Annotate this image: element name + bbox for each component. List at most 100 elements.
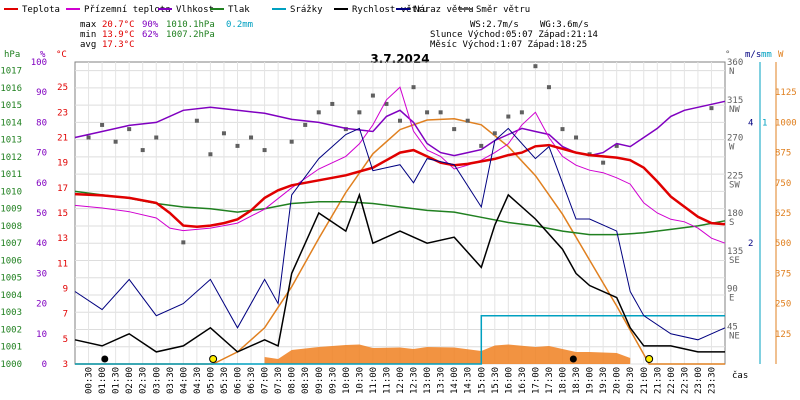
tick-hpa: 1003 (0, 308, 22, 318)
wind-direction-point (452, 127, 457, 132)
wind-direction-point (194, 118, 199, 123)
tick-hpa: 1001 (0, 343, 22, 353)
rain-line (75, 314, 725, 365)
tick-x: 03:30 (166, 367, 176, 394)
tick-x: 07:00 (261, 367, 271, 394)
unit-hpa: hPa (4, 50, 20, 60)
tick-dir-compass: E (729, 294, 734, 304)
plot-area (74, 64, 726, 365)
grid (74, 61, 777, 365)
wind-direction-point (100, 122, 105, 127)
tick-pct: 20 (36, 300, 47, 310)
tick-watts: 250 (775, 300, 791, 310)
sun-info: Slunce Východ:05:07 Západ:21:14 (430, 30, 598, 40)
legend-label: Přízemní teplota (84, 5, 171, 15)
tick-dir: 360 (727, 58, 743, 68)
tick-watts: 375 (775, 269, 791, 279)
tick-temp: 11 (57, 259, 68, 269)
wind-direction-point (519, 110, 524, 115)
tick-hpa: 1012 (0, 153, 22, 163)
wind-direction-point (154, 135, 159, 140)
tick-ms: 4 (748, 118, 753, 128)
stats-max-hum: 90% (142, 20, 159, 30)
tick-x: 22:30 (680, 367, 690, 394)
tick-x: 14:00 (450, 367, 460, 394)
tick-ms: 2 (748, 239, 753, 249)
legend-label: Náraz větru (414, 5, 474, 15)
wind-direction-point (384, 101, 389, 106)
tick-watts: 125 (775, 330, 791, 340)
wind-direction-point (398, 118, 402, 123)
wind-direction-point (357, 110, 362, 115)
wind-direction-point (614, 143, 619, 148)
tick-temp: 19 (57, 159, 68, 169)
solar-line (75, 118, 725, 365)
solar-area (264, 344, 631, 364)
stats-avg-label: avg (80, 40, 96, 50)
tick-x: 05:00 (206, 367, 216, 394)
wind-direction-point (316, 110, 321, 115)
tick-x: 05:30 (220, 367, 230, 394)
wind-direction-point (574, 135, 579, 140)
tick-x: 14:30 (464, 367, 474, 394)
tick-x: 21:30 (653, 367, 663, 394)
stats-min-label: min (80, 30, 96, 40)
wind-gust-info: WG:3.6m/s (540, 20, 589, 30)
tick-x: 00:30 (85, 367, 95, 394)
tick-x: 10:00 (342, 367, 352, 394)
tick-watts: 1000 (775, 118, 797, 128)
unit-deg: ° (725, 50, 730, 60)
tick-x: 15:00 (477, 367, 487, 394)
wind-direction-point (86, 135, 91, 140)
tick-dir: 45 (727, 322, 738, 332)
tick-x: 20:00 (613, 367, 623, 394)
legend-label: Rychlost větru (352, 5, 428, 15)
stats-max-press: 1010.1hPa (166, 20, 215, 30)
unit-pct: % (40, 50, 46, 60)
tick-x: 08:30 (301, 367, 311, 394)
tick-dir: 90 (727, 285, 738, 295)
tick-x: 11:30 (382, 367, 392, 394)
tick-x: 20:30 (626, 367, 636, 394)
tick-hpa: 1005 (0, 274, 22, 284)
stats-max-label: max (80, 20, 97, 30)
unit-time: čas (732, 370, 748, 381)
wind-direction-point (140, 148, 145, 153)
stats-min-temp: 13.9°C (102, 30, 135, 40)
tick-hpa: 1016 (0, 84, 22, 94)
tick-hpa: 1004 (0, 291, 22, 301)
tick-pct: 40 (36, 239, 47, 249)
tick-hpa: 1014 (0, 118, 22, 128)
stats-block: max 20.7°C 90% 1010.1hPa 0.2mm min 13.9°… (80, 20, 598, 50)
wind-direction-point (208, 152, 213, 157)
tick-dir-compass: SE (729, 256, 740, 266)
wind-direction-point (235, 143, 240, 148)
tick-hpa: 1007 (0, 239, 22, 249)
tick-x: 02:00 (125, 367, 135, 394)
tick-pct: 90 (36, 88, 47, 98)
tick-x: 13:30 (437, 367, 447, 394)
humidity-line (74, 100, 726, 157)
wind-direction-point (262, 148, 267, 153)
tick-hpa: 1008 (0, 222, 22, 232)
tick-pct: 60 (36, 179, 47, 189)
stats-min-press: 1007.2hPa (166, 30, 215, 40)
tick-hpa: 1015 (0, 101, 22, 111)
tick-x: 16:00 (504, 367, 514, 394)
wind-direction-point (289, 139, 294, 144)
ground-temp-line (74, 86, 726, 244)
tick-pct: 80 (36, 118, 47, 128)
tick-x: 17:30 (545, 367, 555, 394)
wind-direction-point (438, 110, 443, 115)
wind-speed-info: WS:2.7m/s (470, 20, 519, 30)
wind-direction-point (181, 240, 186, 245)
tick-x: 09:30 (328, 367, 338, 394)
tick-dir: 270 (727, 134, 743, 144)
tick-x: 18:00 (559, 367, 569, 394)
sun-marker (645, 355, 654, 363)
tick-x: 09:00 (315, 367, 325, 394)
tick-x: 15:30 (491, 367, 501, 394)
tick-x: 23:00 (694, 367, 704, 394)
tick-temp: 17 (57, 184, 68, 194)
